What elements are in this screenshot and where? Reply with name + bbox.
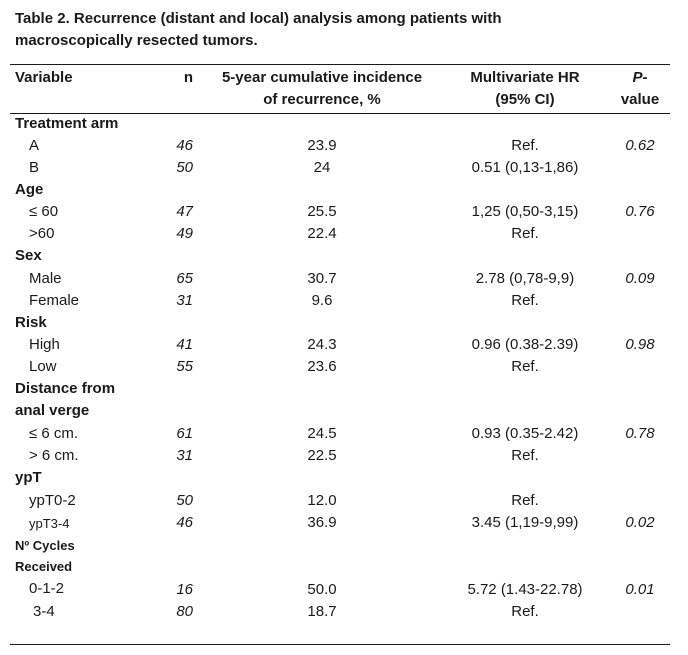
row-n: 46 (176, 514, 193, 531)
row-label: A (29, 137, 40, 154)
header-hr-line-2: (95% CI) (495, 91, 555, 108)
row-label: ypT3-4 (29, 516, 70, 531)
section-label-line-1: Nº Cycles (15, 538, 75, 553)
row-incidence: 18.7 (307, 603, 337, 620)
section-label: Treatment arm (15, 115, 119, 132)
row-p: 0.62 (625, 137, 655, 154)
row-hr: 1,25 (0,50-3,15) (471, 203, 579, 220)
row-p: 0.98 (625, 336, 655, 353)
row-hr: 0.51 (0,13-1,86) (471, 159, 579, 176)
section-label-line-1: Distance from (15, 380, 116, 397)
row-hr: Ref. (511, 225, 539, 242)
section-label: ypT (15, 469, 42, 486)
row-label: >60 (29, 225, 55, 242)
section-label: Risk (15, 314, 47, 331)
row-p: 0.76 (625, 203, 655, 220)
section-label-line-2: anal verge (15, 402, 90, 419)
row-p: 0.78 (625, 425, 655, 442)
row-hr: Ref. (511, 603, 539, 620)
row-label: > 6 cm. (29, 447, 79, 464)
row-n: 80 (176, 603, 193, 620)
section-label: Sex (15, 247, 42, 264)
row-incidence: 30.7 (307, 270, 337, 287)
header-n: n (183, 69, 193, 86)
section-label-line-2: Received (15, 559, 73, 574)
row-incidence: 25.5 (307, 203, 337, 220)
row-p: 0.02 (625, 514, 655, 531)
row-label: ≤ 60 (29, 203, 59, 220)
header-p-line-1: P- (632, 69, 648, 86)
header-incidence-line-1: 5-year cumulative incidence (221, 69, 423, 86)
top-rule (10, 64, 670, 65)
row-p: 0.01 (625, 581, 655, 598)
row-hr: Ref. (511, 447, 539, 464)
row-hr: Ref. (511, 292, 539, 309)
row-hr: 3.45 (1,19-9,99) (471, 514, 579, 531)
row-n: 65 (176, 270, 193, 287)
header-hr-line-1: Multivariate HR (470, 69, 580, 86)
row-incidence: 24.3 (307, 336, 337, 353)
row-incidence: 24.5 (307, 425, 337, 442)
row-n: 16 (176, 581, 193, 598)
row-n: 49 (176, 225, 193, 242)
row-hr: 0.93 (0.35-2.42) (471, 425, 579, 442)
row-label: High (29, 336, 60, 353)
row-p: 0.09 (625, 270, 655, 287)
bottom-rule (10, 644, 670, 645)
row-n: 41 (176, 336, 193, 353)
row-label: Female (29, 292, 80, 309)
row-label: ≤ 6 cm. (29, 425, 79, 442)
header-incidence-line-2: of recurrence, % (263, 91, 381, 108)
row-label: 3-4 (33, 603, 55, 620)
row-n: 31 (176, 292, 193, 309)
row-hr: 5.72 (1.43-22.78) (467, 581, 583, 598)
row-incidence: 12.0 (307, 492, 337, 509)
row-incidence: 23.6 (307, 358, 337, 375)
caption-line-1: Table 2. Recurrence (distant and local) … (15, 10, 502, 27)
table-caption: Table 2. Recurrence (distant and local) … (15, 8, 665, 52)
row-n: 50 (176, 159, 193, 176)
header-p-line-2: value (620, 91, 660, 108)
row-hr: Ref. (511, 137, 539, 154)
row-label: B (29, 159, 40, 176)
row-hr: 2.78 (0,78-9,9) (475, 270, 575, 287)
row-n: 61 (176, 425, 193, 442)
row-hr: Ref. (511, 358, 539, 375)
row-hr: 0.96 (0.38-2.39) (471, 336, 579, 353)
row-incidence: 23.9 (307, 137, 337, 154)
row-label: Low (29, 358, 57, 375)
header-variable: Variable (15, 69, 73, 86)
row-n: 47 (176, 203, 193, 220)
row-label: Male (29, 270, 62, 287)
row-label: 0-1-2 (29, 580, 65, 597)
row-n: 31 (176, 447, 193, 464)
row-n: 46 (176, 137, 193, 154)
row-n: 50 (176, 492, 193, 509)
row-incidence: 22.5 (307, 447, 337, 464)
row-incidence: 36.9 (307, 514, 337, 531)
row-n: 55 (176, 358, 193, 375)
caption-line-2: macroscopically resected tumors. (15, 32, 258, 49)
section-label: Age (15, 181, 44, 198)
row-incidence: 9.6 (311, 292, 333, 309)
row-incidence: 22.4 (307, 225, 337, 242)
row-incidence: 24 (313, 159, 331, 176)
header-rule (10, 113, 670, 114)
row-label: ypT0-2 (29, 492, 76, 509)
row-hr: Ref. (511, 492, 539, 509)
row-incidence: 50.0 (307, 581, 337, 598)
